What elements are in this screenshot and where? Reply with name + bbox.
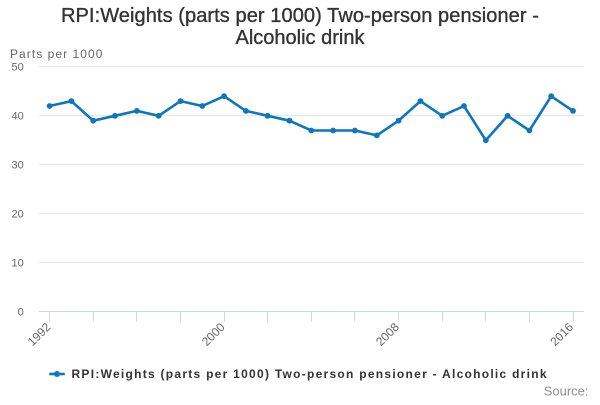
svg-text:0: 0 [18,307,24,319]
svg-text:RPI:Weights (parts per 1000) T: RPI:Weights (parts per 1000) Two-person … [72,367,548,381]
svg-text:30: 30 [12,160,24,172]
svg-text:Source:: Source: [544,383,589,398]
svg-text:40: 40 [12,111,24,123]
svg-text:10: 10 [12,258,24,270]
svg-text:Alcoholic drink: Alcoholic drink [236,27,366,49]
svg-text:RPI:Weights (parts per 1000) T: RPI:Weights (parts per 1000) Two-person … [61,5,539,27]
svg-text:50: 50 [12,62,24,74]
svg-text:20: 20 [12,209,24,221]
svg-text:Parts per 1000: Parts per 1000 [10,47,103,61]
